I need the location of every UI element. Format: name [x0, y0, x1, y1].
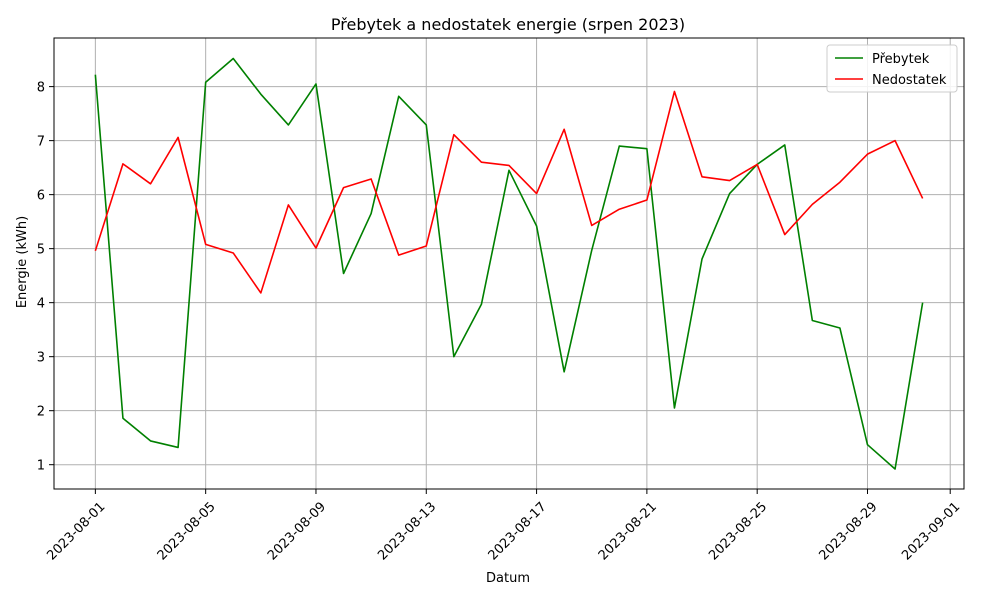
plot-frame: [53, 37, 965, 490]
x-tick-label: 2023-08-21: [596, 499, 660, 563]
y-tick-label: 3: [37, 351, 45, 366]
y-axis-label: Energie (kWh): [15, 216, 30, 308]
x-axis-label: Datum: [486, 571, 530, 586]
series-layer: [94, 57, 924, 470]
series-line-prebytek: [94, 57, 924, 470]
x-tick-label: 2023-08-17: [486, 499, 550, 563]
x-axis: 2023-08-01 2023-08-05 2023-08-09 2023-08-13…: [44, 489, 963, 563]
legend-box: [826, 44, 958, 93]
y-tick-label: 7: [37, 135, 45, 150]
y-tick-label: 2: [37, 405, 45, 420]
chart-title: Přebytek a nedostatek energie (srpen 202…: [331, 15, 685, 34]
y-axis: 1 2 3 4 5 6 7 8: [37, 81, 54, 474]
x-tick-label: 2023-08-25: [706, 499, 770, 563]
y-tick-label: 1: [37, 459, 45, 474]
x-tick-label: 2023-08-01: [44, 499, 108, 563]
series-line-nedostatek: [94, 90, 924, 294]
y-tick-label: 8: [37, 81, 45, 96]
x-tick-label: 2023-09-01: [899, 499, 963, 563]
y-tick-label: 4: [37, 297, 45, 312]
x-tick-label: 2023-08-29: [816, 499, 880, 563]
x-tick-label: 2023-08-09: [265, 499, 329, 563]
x-tick-label: 2023-08-13: [375, 499, 439, 563]
y-tick-label: 5: [37, 243, 45, 258]
grid: [54, 38, 964, 489]
legend-label: Přebytek: [872, 52, 930, 67]
legend-label: Nedostatek: [872, 73, 947, 88]
y-tick-label: 6: [37, 189, 45, 204]
x-tick-label: 2023-08-05: [155, 499, 219, 563]
legend: Přebytek Nedostatek: [826, 44, 958, 93]
